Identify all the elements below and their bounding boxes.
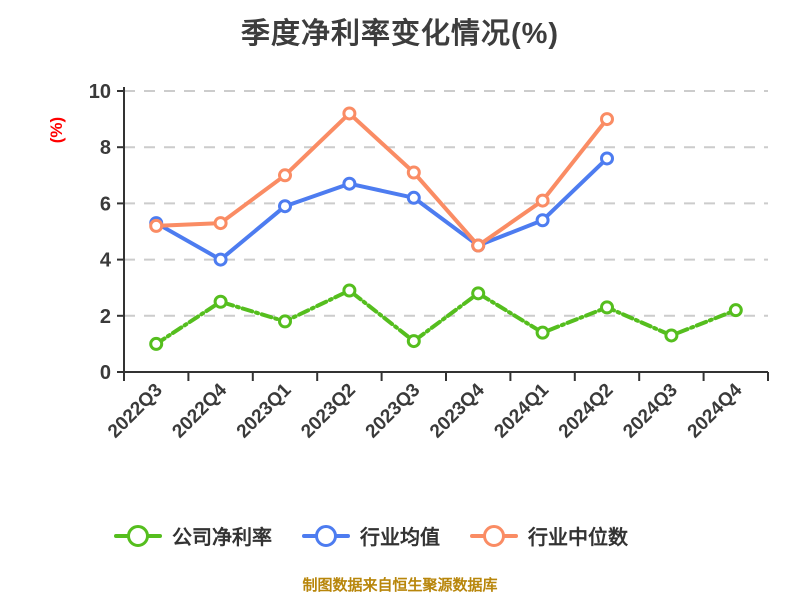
data-point-series-1 [278, 199, 292, 214]
data-point-series-1 [406, 190, 421, 205]
data-point-series-0 [728, 303, 743, 318]
y-tick-label: 4 [100, 250, 112, 272]
data-point-series-2 [278, 168, 292, 183]
series-line-0 [154, 288, 738, 346]
series-line-2 [154, 111, 609, 248]
y-tick-label: 0 [100, 362, 111, 384]
data-point-series-1 [600, 151, 614, 166]
series-line-1 [154, 156, 609, 262]
data-point-series-0 [213, 294, 228, 309]
x-tick-label: 2024Q3 [619, 380, 682, 443]
data-point-series-2 [213, 216, 228, 231]
x-tick-label: 2023Q2 [297, 380, 360, 443]
data-point-series-2 [406, 165, 421, 180]
y-tick-label: 8 [100, 137, 111, 159]
y-tick-label: 2 [100, 306, 111, 328]
gridlines-group [124, 90, 768, 317]
chart-title: 季度净利率变化情况(%) [240, 18, 560, 50]
x-tick-label: 2022Q3 [104, 380, 167, 443]
legend-marker-circle-blue [315, 524, 337, 547]
data-point-series-2 [149, 218, 164, 233]
legend-marker-line-blue [302, 524, 350, 547]
x-tick-label: 2024Q2 [555, 380, 618, 443]
x-tick-label: 2023Q1 [233, 379, 296, 442]
legend-marker-circle-green [127, 524, 149, 547]
legend-item-industry-mean[interactable]: 行业均值 [302, 521, 440, 550]
data-point-series-0 [664, 328, 679, 343]
data-point-series-2 [471, 238, 486, 253]
series-group [149, 106, 743, 351]
data-point-series-1 [535, 213, 550, 228]
x-tick-label: 2024Q4 [684, 379, 747, 442]
data-point-series-0 [535, 325, 550, 340]
y-tick-label: 6 [100, 193, 111, 215]
x-tick-label: 2022Q4 [168, 379, 231, 442]
data-point-series-0 [149, 336, 164, 351]
legend-marker-line-orange [470, 524, 518, 547]
data-point-series-0 [600, 300, 614, 315]
data-point-series-1 [342, 176, 357, 191]
legend-item-label: 行业均值 [360, 527, 440, 549]
legend-marker-circle-orange [483, 524, 505, 547]
legend-item-industry-median[interactable]: 行业中位数 [470, 521, 628, 550]
legend: 公司净利率 行业均值 行业中位数 [0, 521, 800, 550]
legend-marker-line-green [114, 524, 162, 547]
data-point-series-0 [471, 286, 486, 301]
x-tick-label: 2023Q4 [426, 379, 489, 442]
y-tick-label: 10 [89, 81, 111, 103]
data-point-series-2 [342, 106, 357, 121]
axes-group [117, 87, 769, 381]
legend-item-label: 公司净利率 [172, 527, 272, 549]
x-tick-label: 2023Q3 [362, 380, 425, 443]
data-point-series-1 [213, 252, 228, 267]
legend-item-company-net-margin[interactable]: 公司净利率 [114, 521, 272, 550]
legend-item-label: 行业中位数 [528, 527, 628, 549]
data-point-series-2 [535, 193, 550, 208]
data-point-series-0 [342, 283, 357, 298]
data-point-series-2 [600, 112, 614, 127]
y-axis-unit-label: (%) [47, 117, 66, 143]
data-source-caption: 制图数据来自恒生聚源数据库 [302, 577, 498, 594]
data-point-series-0 [278, 314, 292, 329]
x-tick-label: 2024Q1 [490, 379, 553, 442]
data-point-series-0 [406, 334, 421, 349]
